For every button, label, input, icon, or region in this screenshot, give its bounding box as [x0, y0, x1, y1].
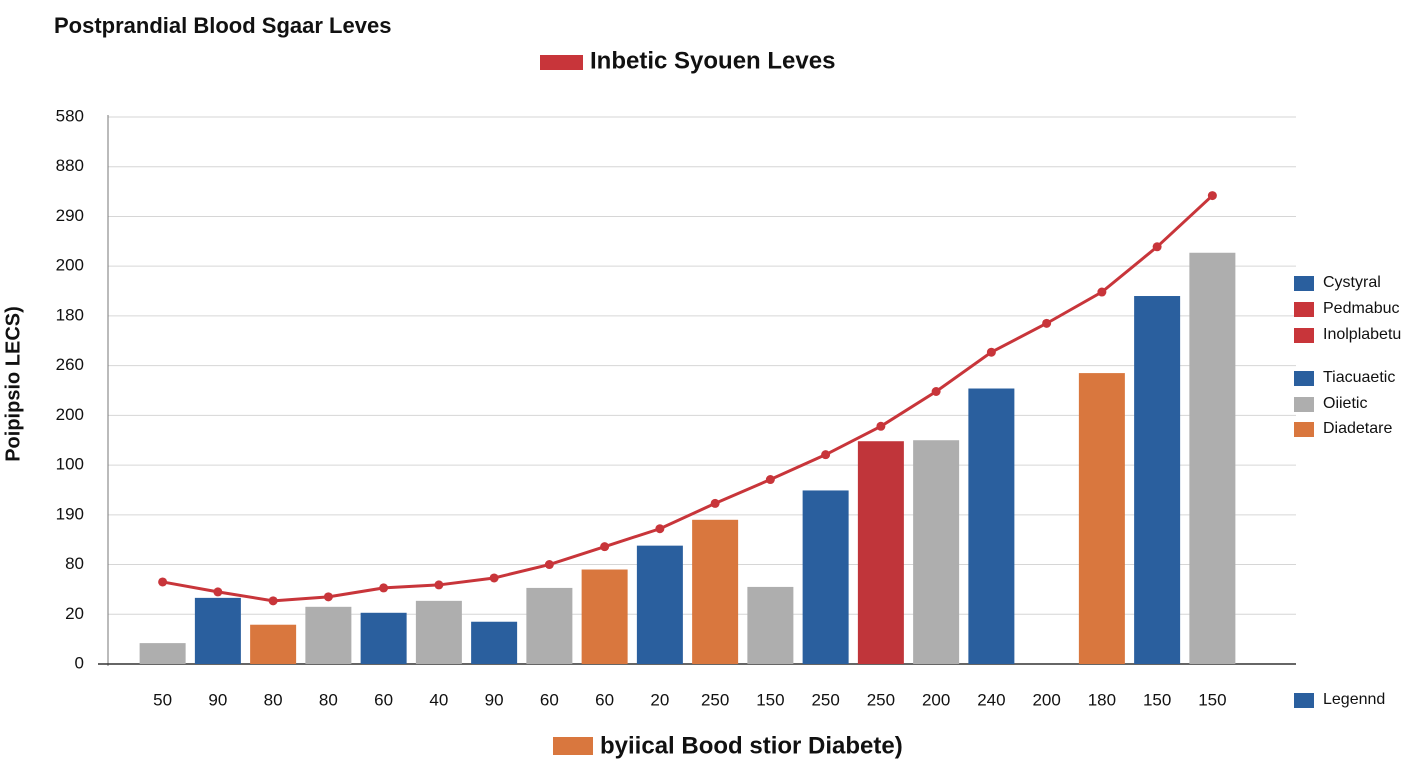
line-marker: [544, 560, 554, 570]
legend-label: Inbetic Syouen Leves: [590, 47, 835, 74]
line-marker: [710, 498, 720, 508]
legend-label: Legennd: [1323, 691, 1385, 708]
x-tick-label: 60: [540, 690, 559, 709]
y-tick-label: 180: [56, 305, 84, 324]
x-tick-label: 200: [922, 690, 950, 709]
line-marker: [1152, 242, 1162, 252]
legend-label: Oiietic: [1323, 395, 1367, 412]
line-marker: [986, 347, 996, 357]
bar: [471, 621, 518, 664]
legend-swatch: [1294, 397, 1314, 412]
legend-swatch: [1294, 276, 1314, 291]
bar: [636, 545, 683, 664]
bar: [747, 586, 794, 664]
bar: [913, 440, 960, 664]
legend-label: Inolplabetu: [1323, 326, 1401, 343]
line-marker: [158, 577, 168, 587]
line-marker: [1042, 318, 1052, 328]
line-marker: [931, 386, 941, 396]
y-tick-label: 260: [56, 355, 84, 374]
x-tick-label: 150: [1198, 690, 1226, 709]
x-tick-label: 90: [485, 690, 504, 709]
legend-swatch: [540, 55, 583, 70]
legend-swatch: [1294, 693, 1314, 708]
line-marker: [1207, 191, 1217, 201]
line-marker: [876, 421, 886, 431]
y-tick-label: 100: [56, 455, 84, 474]
legend-label: Cystyral: [1323, 274, 1381, 291]
y-tick-label: 190: [56, 504, 84, 523]
bar: [305, 606, 352, 664]
bar: [857, 441, 904, 664]
y-tick-label: 580: [56, 106, 84, 125]
bar: [692, 519, 739, 664]
legend-swatch: [1294, 328, 1314, 343]
x-tick-label: 80: [264, 690, 283, 709]
bar: [415, 600, 462, 664]
line-marker: [821, 450, 831, 460]
x-tick-label: 180: [1088, 690, 1116, 709]
bar: [1189, 252, 1236, 665]
bar: [968, 388, 1015, 664]
line: [162, 194, 1214, 603]
x-tick-label: 150: [1143, 690, 1171, 709]
bar: [360, 612, 407, 664]
line-marker: [765, 475, 775, 485]
bar: [581, 569, 628, 664]
x-tick-label: 60: [595, 690, 614, 709]
x-tick-label: 60: [374, 690, 393, 709]
line-marker: [655, 524, 665, 534]
line-marker: [379, 583, 389, 593]
legend-label: Pedmabuc: [1323, 300, 1400, 317]
y-tick-label: 290: [56, 206, 84, 225]
bar: [802, 490, 849, 664]
legend-label: Diadetare: [1323, 420, 1392, 437]
legend-swatch: [1294, 422, 1314, 437]
x-tick-label: 20: [650, 690, 669, 709]
x-tick-label: 80: [319, 690, 338, 709]
y-tick-label: 0: [75, 653, 84, 672]
legend-swatch: [1294, 371, 1314, 386]
legend-swatch: [553, 737, 593, 755]
bar: [1078, 373, 1125, 664]
x-tick-label: 200: [1032, 690, 1060, 709]
y-tick-label: 880: [56, 156, 84, 175]
line-marker: [489, 573, 499, 583]
x-tick-label: 240: [977, 690, 1005, 709]
x-tick-label: 250: [701, 690, 729, 709]
x-tick-label: 250: [811, 690, 839, 709]
bar: [139, 643, 186, 664]
x-tick-label: 250: [867, 690, 895, 709]
y-tick-label: 200: [56, 256, 84, 275]
bar: [250, 624, 297, 664]
bar: [1134, 296, 1181, 664]
legend-label: byiical Bood stior Diabete): [600, 732, 903, 759]
legend-label: Tiacuaetic: [1323, 369, 1395, 386]
x-tick-label: 150: [756, 690, 784, 709]
line-marker: [1097, 287, 1107, 297]
line-marker: [213, 587, 223, 597]
bar: [194, 597, 241, 664]
line-marker: [268, 596, 278, 606]
chart-title: Postprandial Blood Sgaar Leves: [54, 13, 391, 38]
x-tick-label: 90: [208, 690, 227, 709]
bar: [526, 587, 573, 664]
x-tick-label: 50: [153, 690, 172, 709]
legend-swatch: [1294, 302, 1314, 317]
x-tick-label: 40: [429, 690, 448, 709]
line-marker: [434, 580, 444, 590]
line-marker: [323, 592, 333, 602]
y-tick-label: 20: [65, 604, 84, 623]
line-marker: [600, 542, 610, 552]
y-axis-label: Poipipsio LECS): [2, 306, 24, 462]
y-tick-label: 80: [65, 554, 84, 573]
y-tick-label: 200: [56, 405, 84, 424]
